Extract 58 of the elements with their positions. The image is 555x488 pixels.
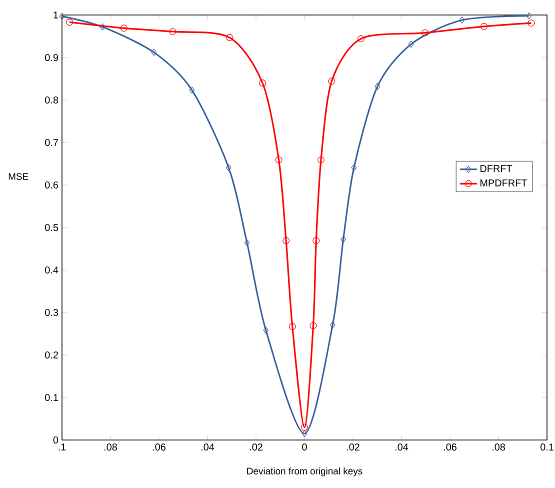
y-tick-label: 0.5 [45,224,58,232]
point [282,237,290,244]
point [59,12,65,20]
point [275,156,282,164]
x-tick-label: .1 [58,444,66,450]
y-tick-label: 0.6 [45,181,58,189]
y-tick-label: 0.1 [45,394,58,402]
point [408,40,414,48]
y-tick-label: 0.7 [45,138,58,146]
point [66,18,74,26]
point [301,424,308,431]
point [459,16,465,24]
point [330,321,336,328]
y-tick-label: 0.2 [45,351,58,359]
point [312,237,320,244]
point [226,34,234,42]
point [100,23,106,30]
point [358,35,364,42]
x-tick-label: .06 [152,444,166,451]
point [120,24,128,32]
point [244,239,250,246]
point [374,82,380,90]
x-tick-label: .08 [104,444,117,451]
point [226,164,232,172]
legend-label: MPDFRFT [480,179,528,186]
x-tick-label: .02 [346,444,360,451]
point [422,29,429,36]
point [480,22,488,30]
legend-label: DFRFT [480,165,512,172]
x-tick-label: .06 [444,444,456,451]
x-tick-label: 0.1 [540,444,554,451]
x-tick-label: .04 [395,444,408,451]
x-axis-title: Deviation from original keys [247,467,362,476]
x-tick-label: 0 [302,444,307,451]
point [310,322,317,330]
point [263,326,269,334]
y-axis-title: MSE [8,173,28,180]
point [189,86,195,94]
x-tick-label: .04 [201,444,214,451]
point [318,156,324,164]
point [302,430,308,438]
point [151,48,157,56]
point [528,20,535,27]
point [340,236,346,243]
point [526,12,532,20]
point [288,323,296,330]
y-tick-label: 0.9 [45,54,58,62]
y-tick-label: 0.8 [45,96,58,104]
point [259,80,266,86]
y-tick-label: 0.3 [45,308,58,316]
x-tick-label: .08 [492,444,505,451]
y-tick-label: 0 [53,436,58,444]
y-tick-label: 1 [54,12,58,18]
point [351,164,357,172]
x-tick-label: .02 [250,444,262,451]
point [328,78,336,85]
y-tick-label: 0.4 [45,266,58,274]
point [169,28,176,36]
